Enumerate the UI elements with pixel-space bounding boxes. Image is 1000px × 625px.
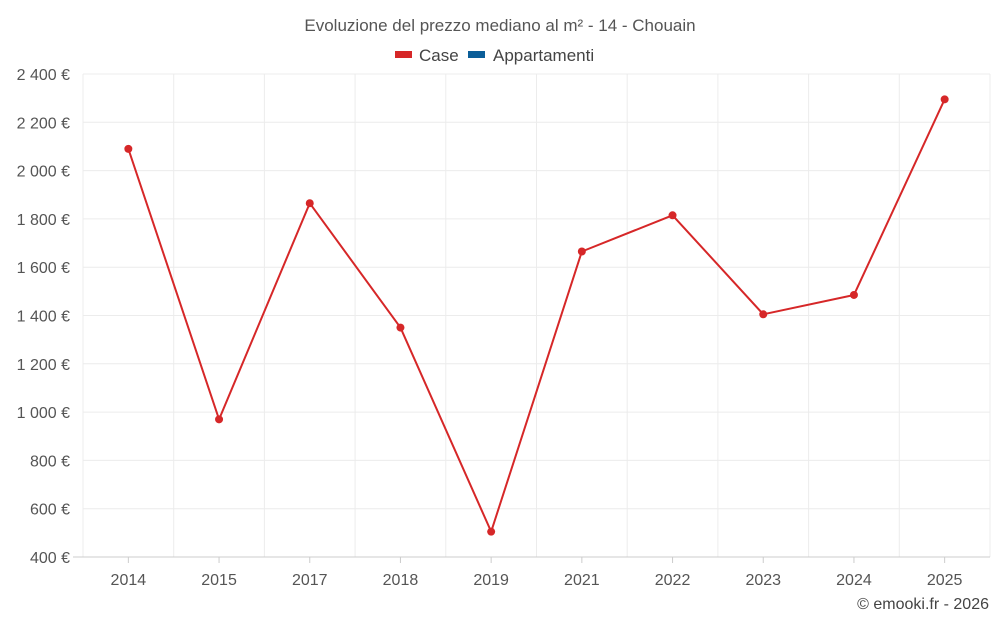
y-tick-label: 1 400 € (17, 309, 70, 326)
credit-text: © emooki.fr - 2026 (857, 596, 989, 613)
legend-label-appartamenti: Appartamenti (493, 46, 594, 65)
y-tick-label: 800 € (30, 453, 70, 470)
x-tick-label: 2019 (473, 572, 509, 589)
y-tick-label: 2 000 € (17, 164, 70, 181)
data-point[interactable] (305, 199, 314, 208)
x-tick-label: 2021 (564, 572, 600, 589)
legend-swatch-appartamenti (468, 51, 485, 58)
x-tick-label: 2014 (111, 572, 147, 589)
legend-swatch-case (395, 51, 412, 58)
data-point[interactable] (396, 323, 405, 332)
x-tick-label: 2025 (927, 572, 963, 589)
y-tick-label: 1 000 € (17, 405, 70, 422)
legend-label-case: Case (419, 46, 459, 65)
data-point[interactable] (668, 211, 677, 220)
y-axis-ticks: 400 € 600 € 800 € 1 000 € 1 200 € 1 400 € 1 60… (17, 67, 70, 567)
grid (82, 73, 991, 557)
data-point[interactable] (215, 415, 224, 424)
series-line (127, 98, 946, 533)
chart-title: Evoluzione del prezzo mediano al m² - 14… (304, 16, 695, 35)
series-case (124, 95, 949, 536)
y-tick-label: 400 € (30, 550, 70, 567)
y-tick-label: 2 400 € (17, 67, 70, 84)
legend: Case Appartamenti (395, 46, 594, 65)
data-point[interactable] (487, 527, 496, 536)
y-tick-label: 1 200 € (17, 357, 70, 374)
x-axis-ticks: 2014 2015 2017 2018 2019 2021 2022 2023 2024 2025 (111, 557, 963, 589)
data-point[interactable] (577, 247, 586, 256)
y-tick-label: 1 800 € (17, 212, 70, 229)
data-point[interactable] (759, 310, 768, 319)
y-tick-label: 600 € (30, 502, 70, 519)
data-point[interactable] (124, 144, 133, 153)
data-point[interactable] (940, 95, 949, 104)
x-tick-label: 2015 (201, 572, 237, 589)
y-tick-label: 1 600 € (17, 260, 70, 277)
x-tick-label: 2017 (292, 572, 328, 589)
legend-item-case[interactable]: Case (395, 46, 459, 65)
x-tick-label: 2024 (836, 572, 872, 589)
data-point[interactable] (849, 290, 858, 299)
x-tick-label: 2022 (655, 572, 691, 589)
y-tick-label: 2 200 € (17, 115, 70, 132)
x-tick-label: 2023 (745, 572, 781, 589)
x-tick-label: 2018 (383, 572, 419, 589)
legend-item-appartamenti[interactable]: Appartamenti (468, 46, 594, 65)
